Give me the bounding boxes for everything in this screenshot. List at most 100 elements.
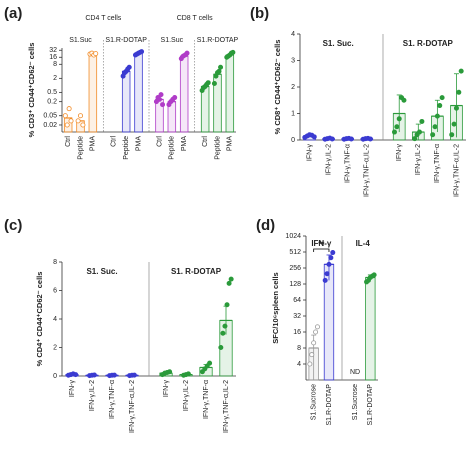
data-point [324,271,330,277]
data-point [218,64,224,70]
data-point [326,261,332,267]
series-name: S1. R-DOTAP [403,39,454,48]
x-tick-label: IFN-γ,IL-2 [325,144,332,175]
x-tick-label: Ctrl [111,136,118,147]
data-point [111,372,117,378]
x-tick-label: Peptide [214,136,221,160]
data-point [412,136,418,142]
y-tick-label: 32 [49,47,57,54]
y-tick-label: 8 [53,259,57,266]
data-point [394,124,400,130]
series-name: S1. Suc. [323,39,354,48]
y-tick-label: 2 [53,344,57,351]
data-point [220,330,226,336]
x-tick-label: S1.Sucrose [352,384,359,420]
y-tick-label: 3 [291,57,295,64]
series-name: S1.Suc [161,37,184,44]
bar [179,55,189,133]
x-tick-label: IFN-γ,TNF-α,IL-2 [129,380,136,433]
panel-label: (c) [4,217,22,234]
missing-label: ND [350,369,360,376]
x-tick-label: IFN-γ,TNF-α [345,144,352,183]
data-point [330,250,336,256]
group-title: CD8 T cells [177,15,213,22]
x-tick-label: PMA [90,136,97,152]
y-tick-label: 8 [297,345,301,352]
y-tick-label: 0 [291,137,295,144]
data-point [222,323,228,329]
data-point [419,118,425,124]
data-point [167,369,173,375]
y-tick-label: 4 [291,31,295,38]
data-point [230,49,236,55]
y-tick-label: 1024 [285,233,301,240]
y-tick-label: 64 [293,297,301,304]
x-tick-label: S1.R-DOTAP [367,384,374,426]
x-tick-label: IFN-γ,TNF-α [109,380,116,419]
data-point [80,122,86,128]
data-point [313,329,319,335]
group-title: IFN-γ [311,239,332,248]
group-title: IL-4 [356,239,371,248]
data-point [126,64,132,70]
series-name: S1.R-DOTAP [197,37,239,44]
y-tick-label: 4 [53,316,57,323]
data-point [311,134,317,140]
x-tick-label: S1.R-DOTAP [326,384,333,426]
y-tick-label: 0.05 [43,113,57,120]
data-point [218,344,224,350]
series-name: S1. R-DOTAP [171,267,222,276]
x-tick-label: IFN-γ,IL-2 [415,144,422,175]
x-tick-label: IFN-γ [396,144,403,162]
x-tick-label: Ctrl [202,136,209,147]
x-tick-label: IFN-γ,IL-2 [89,380,96,411]
data-point [216,68,222,74]
y-tick-label: 2 [291,84,295,91]
y-tick-label: 2 [53,75,57,82]
y-axis-label: % CD3⁺ CD44⁺CD62⁻ cells [27,43,36,138]
data-point [309,352,315,358]
data-point [207,360,213,366]
data-point [172,95,178,101]
data-point [156,96,162,102]
data-point [62,113,68,119]
data-point [184,50,190,56]
data-point [93,51,99,57]
bar [121,70,131,133]
x-tick-label: IFN-γ,TNF-α,IL-2 [364,144,371,197]
data-point [430,132,436,138]
data-point [453,105,459,111]
bar [225,54,235,133]
data-point [66,106,72,112]
data-point [226,280,232,286]
data-point [322,277,328,283]
panel-label: (b) [250,5,269,22]
y-tick-label: 512 [289,249,301,256]
y-axis-label: % CD8⁺ CD44⁺CD62⁻ cells [273,40,282,135]
data-point [314,324,320,330]
data-point [78,113,84,119]
data-point [211,81,217,87]
x-tick-label: Peptide [123,136,130,160]
data-point [456,89,462,95]
x-tick-label: S1.Sucrose [311,384,318,420]
x-tick-label: IFN-γ,IL-2 [183,380,190,411]
bar [134,52,143,133]
y-tick-label: 0.5 [47,89,57,96]
data-point [228,276,234,282]
significance-bracket [313,248,330,252]
data-point [160,102,166,108]
data-point [307,361,313,367]
data-point [68,118,74,124]
data-point [64,122,70,128]
data-point [224,302,230,308]
x-tick-label: IFN-γ,TNF-α,IL-2 [453,144,460,197]
x-tick-label: IFN-γ [163,380,170,398]
y-tick-label: 8 [53,61,57,68]
x-tick-label: Ctrl [65,136,72,147]
y-tick-label: 0.2 [47,99,57,106]
data-point [451,121,457,127]
x-tick-label: Peptide [169,136,176,160]
y-tick-label: 32 [293,313,301,320]
